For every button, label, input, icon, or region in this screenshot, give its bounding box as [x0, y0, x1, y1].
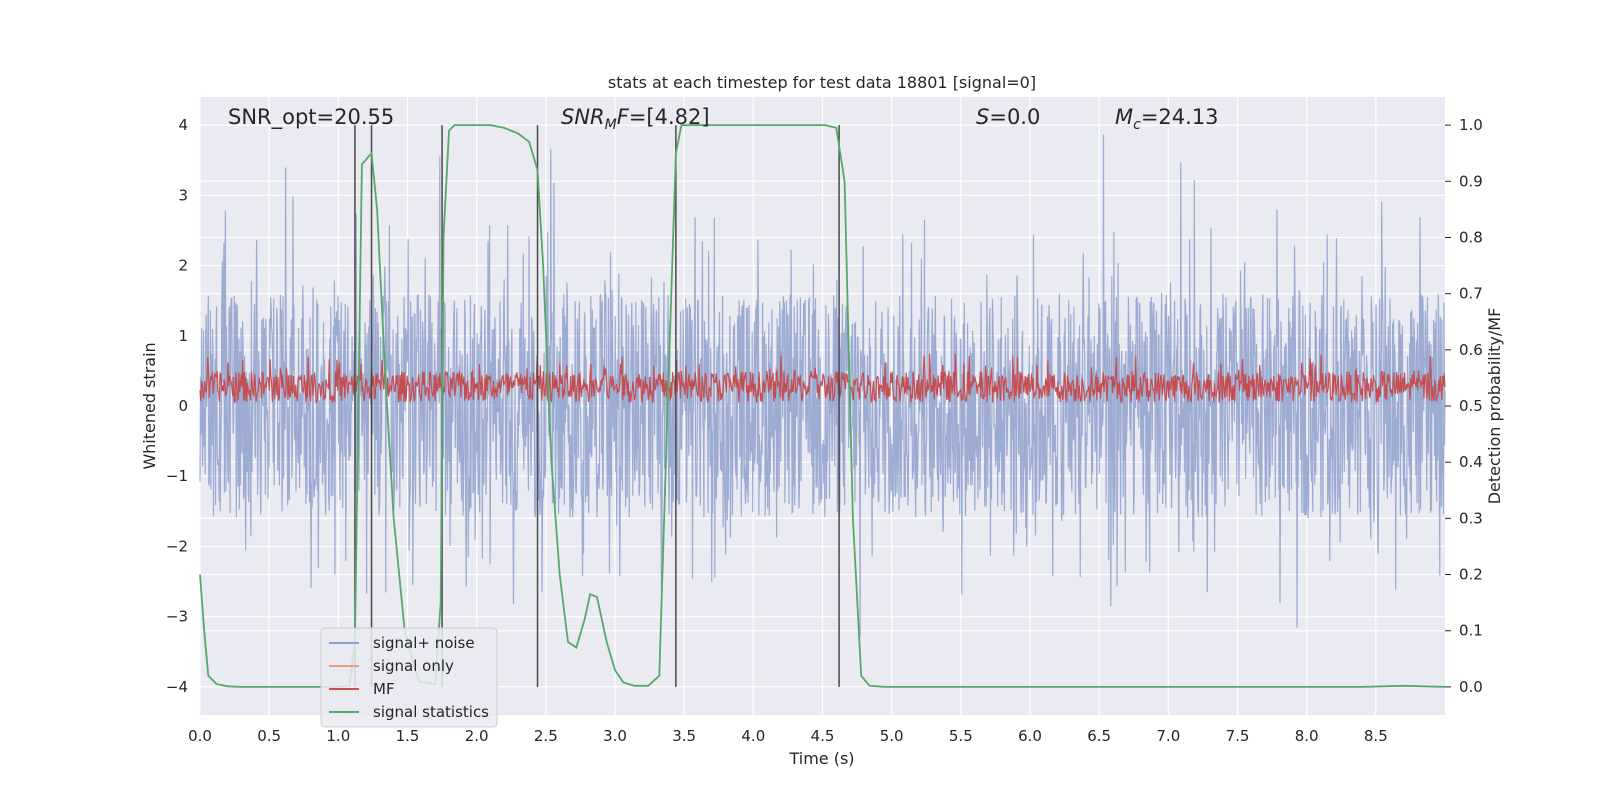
y-right-tick-label: 0.8: [1459, 228, 1483, 246]
x-tick-label: 1.0: [326, 727, 350, 745]
legend-label: signal+ noise: [373, 634, 475, 652]
y-right-tick-label: 0.3: [1459, 509, 1483, 527]
x-tick-label: 0.0: [188, 727, 212, 745]
legend-box: [320, 627, 498, 728]
snr-opt-annotation: SNR_opt=20.55: [228, 105, 394, 130]
x-tick-label: 4.5: [811, 727, 835, 745]
y-right-tick-labels: 1.0 0.9 0.8 0.7 0.6 0.5 0.4 0.3 0.2 0.1 0.0: [1445, 116, 1483, 696]
snr-mf-value: =[4.82]: [629, 105, 710, 129]
mc-sub: c: [1133, 117, 1141, 133]
s-stat-main: S: [976, 105, 989, 129]
y-left-tick-label: 2: [178, 257, 188, 275]
snr-mf-rest: F: [617, 105, 630, 129]
signal-noise-line: [199, 134, 1446, 637]
mc-rest: =24.13: [1141, 105, 1219, 129]
x-tick-label: 2.5: [534, 727, 558, 745]
y-right-tick-label: 0.1: [1459, 622, 1483, 640]
snr-mf-sub: M: [605, 117, 617, 133]
y-right-tick-label: 0.6: [1459, 341, 1483, 359]
signal-statistics-line: [199, 124, 1446, 688]
x-tick-label: 5.5: [949, 727, 973, 745]
y-left-tick-labels: 4 3 2 1 0 −1 −2 −3 −4: [166, 116, 188, 696]
y-right-tick-label: 0.4: [1459, 453, 1483, 471]
y-left-tick-label: 3: [178, 186, 188, 204]
x-tick-label: 8.5: [1364, 727, 1388, 745]
x-tick-labels: 0.0 0.5 1.0 1.5 2.0 2.5 3.0 3.5 4.0 4.5 5.0 5.5 6.0 6…: [188, 727, 1388, 745]
x-tick-label: 6.0: [1018, 727, 1042, 745]
snr-mf-annotation: SNRMF=[4.82]: [561, 105, 710, 133]
x-tick-label: 7.0: [1156, 727, 1180, 745]
y-right-tick-label: 1.0: [1459, 116, 1483, 134]
x-tick-label: 3.5: [672, 727, 696, 745]
mc-main: M: [1115, 105, 1133, 129]
chart-title: stats at each timestep for test data 188…: [608, 73, 1036, 92]
gridlines: [199, 97, 1445, 715]
y-right-tick-label: 0.5: [1459, 397, 1483, 415]
y-left-tick-label: −3: [166, 608, 188, 626]
annotations: SNR_opt=20.55 SNRMF=[4.82] S=0.0 Mc=24.13: [228, 105, 1219, 133]
x-tick-label: 2.0: [465, 727, 489, 745]
legend-label: MF: [373, 680, 395, 698]
x-tick-label: 3.0: [603, 727, 627, 745]
series-signal-noise: [199, 134, 1446, 637]
x-tick-label: 6.5: [1087, 727, 1111, 745]
vertical-markers: [354, 125, 840, 687]
snr-opt-main: SNR_opt=20.55: [228, 105, 394, 130]
y-left-tick-label: 0: [178, 397, 188, 415]
x-tick-label: 5.0: [880, 727, 904, 745]
y-right-tick-label: 0.9: [1459, 172, 1483, 190]
y-left-tick-label: 1: [178, 327, 188, 345]
x-tick-label: 1.5: [396, 727, 420, 745]
y-axis-label-right: Detection probability/MF: [1485, 308, 1504, 505]
y-left-tick-label: 4: [178, 116, 188, 134]
x-tick-label: 8.0: [1295, 727, 1319, 745]
x-tick-label: 4.0: [741, 727, 765, 745]
y-left-tick-label: −4: [166, 678, 188, 696]
series-signal-statistics: [199, 124, 1446, 688]
snr-mf-main: SNR: [561, 105, 605, 129]
y-right-tick-label: 0.2: [1459, 566, 1483, 584]
series-mf: [199, 353, 1446, 404]
y-axis-label-left: Whitened strain: [140, 342, 159, 469]
x-axis-label: Time (s): [788, 749, 854, 768]
s-stat-annotation: S=0.0: [976, 105, 1040, 129]
y-right-tick-label: 0.7: [1459, 285, 1483, 303]
y-left-tick-label: −1: [166, 467, 188, 485]
y-left-tick-label: −2: [166, 537, 188, 555]
legend-label: signal statistics: [373, 703, 489, 721]
mc-annotation: Mc=24.13: [1115, 105, 1219, 133]
mf-line: [199, 353, 1446, 404]
legend-label: signal only: [373, 657, 454, 675]
legend: signal+ noise signal only MF signal statist…: [320, 627, 498, 728]
x-tick-label: 7.5: [1226, 727, 1250, 745]
s-stat-rest: =0.0: [989, 105, 1040, 129]
y-right-tick-label: 0.0: [1459, 678, 1483, 696]
x-tick-label: 0.5: [257, 727, 281, 745]
